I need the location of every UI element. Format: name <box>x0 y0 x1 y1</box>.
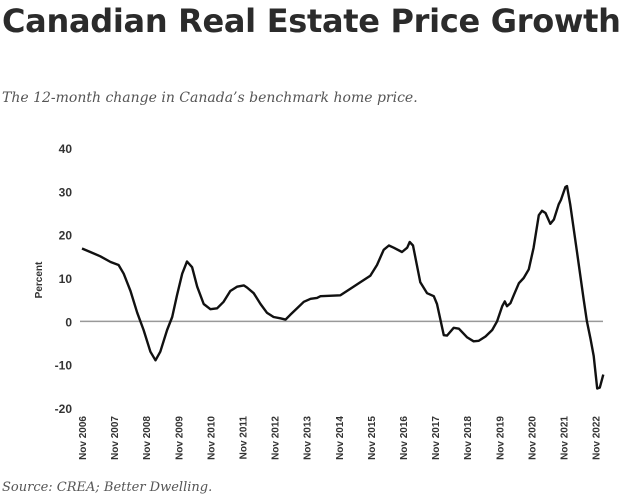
x-tick-label: Nov 2016 <box>399 416 410 460</box>
x-tick-label: Nov 2020 <box>527 416 538 460</box>
y-axis-ticks: 40 30 20 10 0 -10 -20 <box>55 142 73 416</box>
y-tick-label: 30 <box>59 185 73 199</box>
x-axis-ticks: Nov 2006 Nov 2007 Nov 2008 Nov 2009 Nov 2010… <box>78 416 603 460</box>
chart-title: Canadian Real Estate Price Growth <box>2 2 621 40</box>
line-chart: 40 30 20 10 0 -10 -20 Percent Nov 2006 Nov 2007… <box>34 142 605 460</box>
x-tick-label: Nov 2022 <box>592 416 603 460</box>
x-tick-label: Nov 2014 <box>335 416 346 460</box>
x-tick-label: Nov 2009 <box>174 416 185 460</box>
source-note: Source: CREA; Better Dwelling. <box>2 480 213 495</box>
series-line <box>81 184 605 390</box>
y-axis-label: Percent <box>34 261 45 298</box>
y-tick-label: 40 <box>59 142 73 156</box>
x-tick-label: Nov 2006 <box>78 416 89 460</box>
y-tick-label: -20 <box>55 402 73 416</box>
x-tick-label: Nov 2017 <box>431 416 442 460</box>
y-tick-label: 10 <box>59 272 73 286</box>
x-tick-label: Nov 2021 <box>560 416 571 460</box>
y-tick-label: 20 <box>59 229 73 243</box>
x-tick-label: Nov 2015 <box>367 416 378 460</box>
y-tick-label: -10 <box>55 359 73 373</box>
x-tick-label: Nov 2012 <box>271 416 282 460</box>
x-tick-label: Nov 2011 <box>239 416 250 460</box>
x-tick-label: Nov 2013 <box>303 416 314 460</box>
chart-subtitle: The 12-month change in Canada’s benchmar… <box>2 90 418 106</box>
x-tick-label: Nov 2010 <box>206 416 217 460</box>
x-tick-label: Nov 2008 <box>142 416 153 460</box>
x-tick-label: Nov 2018 <box>463 416 474 460</box>
x-tick-label: Nov 2007 <box>110 416 121 460</box>
x-tick-label: Nov 2019 <box>495 416 506 460</box>
y-tick-label: 0 <box>65 315 72 329</box>
